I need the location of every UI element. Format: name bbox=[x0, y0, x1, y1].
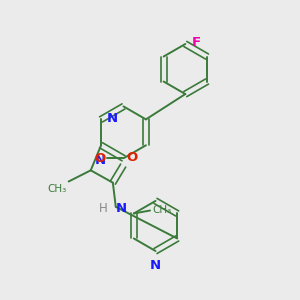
Text: CH₃: CH₃ bbox=[152, 205, 171, 215]
Text: N: N bbox=[116, 202, 127, 215]
Text: CH₃: CH₃ bbox=[47, 184, 66, 194]
Text: O: O bbox=[94, 152, 105, 165]
Text: O: O bbox=[126, 151, 137, 164]
Text: H: H bbox=[99, 202, 107, 215]
Text: N: N bbox=[95, 154, 106, 166]
Text: N: N bbox=[106, 112, 118, 125]
Text: F: F bbox=[192, 36, 201, 49]
Text: N: N bbox=[149, 259, 161, 272]
